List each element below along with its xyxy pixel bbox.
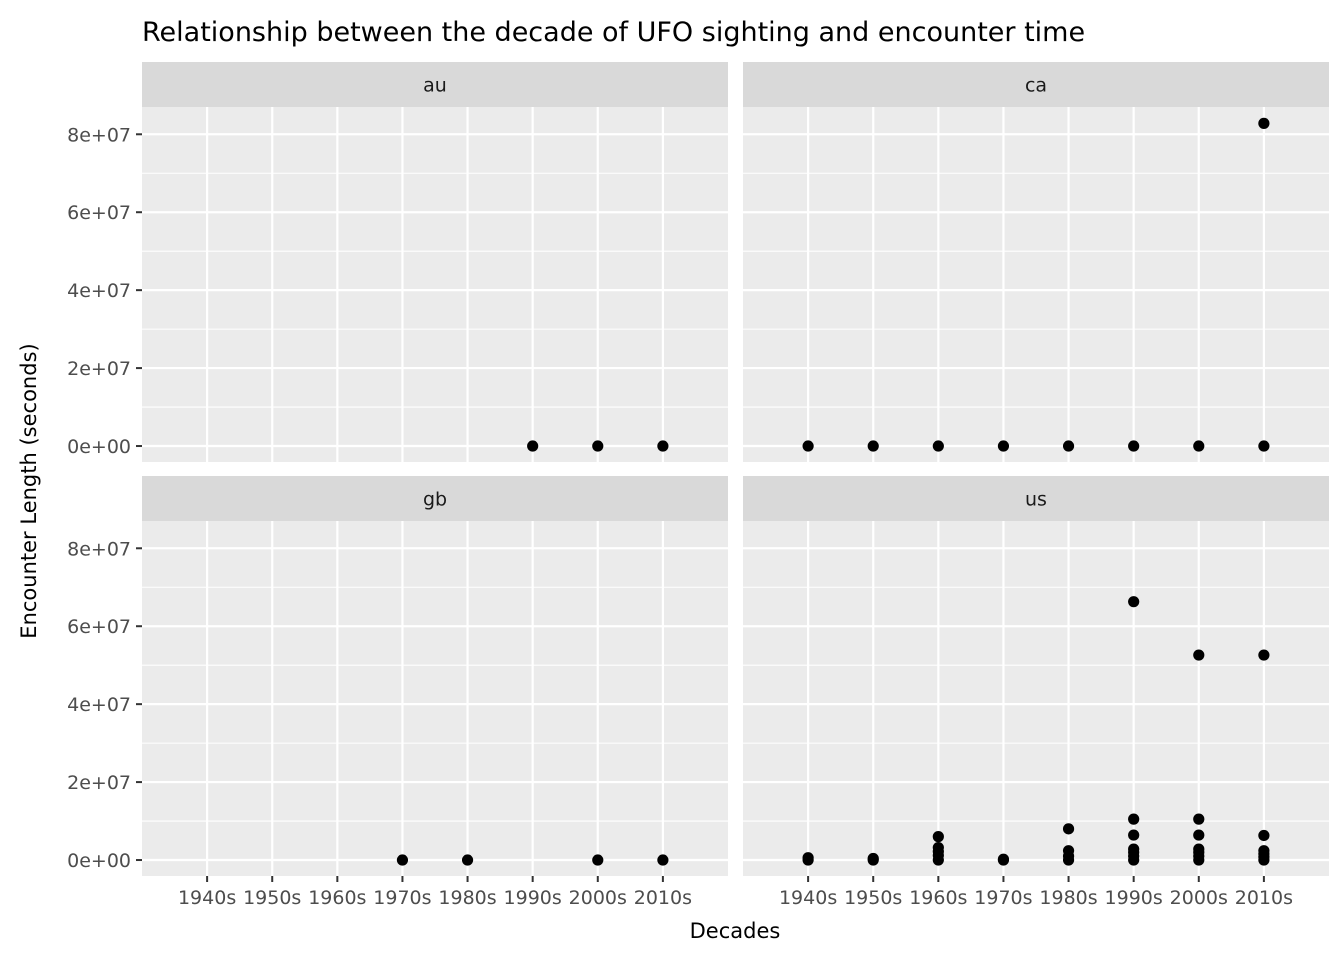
data-point <box>802 852 814 864</box>
data-point <box>1193 440 1205 452</box>
y-tick-label: 4e+07 <box>67 694 131 716</box>
chart-title: Relationship between the decade of UFO s… <box>142 17 1085 48</box>
data-point <box>1128 843 1140 855</box>
x-tick-label: 1950s <box>243 887 301 909</box>
facet-strip-label: us <box>1025 489 1047 511</box>
y-tick-label: 8e+07 <box>67 538 131 560</box>
y-tick-label: 2e+07 <box>67 358 131 380</box>
x-tick-label: 1950s <box>844 887 902 909</box>
panel-background <box>743 521 1329 876</box>
x-tick-label: 1990s <box>504 887 562 909</box>
panel-background <box>142 521 728 876</box>
data-point <box>997 853 1010 865</box>
data-point <box>1258 829 1270 842</box>
data-point <box>932 831 944 843</box>
x-tick-label: 2000s <box>1170 887 1228 909</box>
data-point <box>1062 823 1075 835</box>
data-point <box>1193 843 1205 855</box>
data-point <box>1193 829 1205 841</box>
facet-au: au 0e+00 2e+07 4e+07 6e+07 8e+07 <box>67 62 728 462</box>
data-point <box>867 440 879 452</box>
x-tick-label: 1970s <box>373 887 431 909</box>
data-point <box>657 440 669 452</box>
x-axis-title: Decades <box>690 919 781 943</box>
x-tick-label: 2010s <box>634 887 692 909</box>
x-tick-label: 2000s <box>569 887 627 909</box>
y-tick-label: 4e+07 <box>67 280 131 302</box>
y-tick-label: 8e+07 <box>67 124 131 146</box>
data-point <box>1128 440 1140 452</box>
x-tick-label: 2010s <box>1235 887 1293 909</box>
x-tick-label: 1990s <box>1105 887 1163 909</box>
facet-strip-label: gb <box>423 489 447 511</box>
facet-strip <box>743 476 1329 521</box>
panel-background <box>743 107 1329 462</box>
x-tick-label: 1970s <box>974 887 1032 909</box>
data-point <box>1258 117 1270 129</box>
facet-strip <box>142 62 728 107</box>
y-tick-label: 2e+07 <box>67 772 131 794</box>
y-tick-label: 0e+00 <box>67 436 131 458</box>
x-tick-label: 1980s <box>1039 887 1097 909</box>
data-point <box>657 854 669 866</box>
data-point <box>1193 813 1205 825</box>
data-point <box>1128 829 1140 841</box>
data-point <box>461 854 474 866</box>
y-tick-label: 0e+00 <box>67 850 131 872</box>
y-tick-label: 6e+07 <box>67 616 131 638</box>
x-tick-label: 1980s <box>438 887 496 909</box>
x-tick-label: 1960s <box>308 887 366 909</box>
facet-strip <box>743 62 1329 107</box>
data-point <box>932 440 944 452</box>
panel-background <box>142 107 728 462</box>
facet-strip <box>142 476 728 521</box>
data-point <box>1258 440 1270 452</box>
x-tick-label: 1940s <box>779 887 837 909</box>
data-point <box>527 440 539 452</box>
data-point <box>802 440 814 452</box>
y-tick-label: 6e+07 <box>67 202 131 224</box>
facet-strip-label: au <box>423 75 447 97</box>
data-point <box>1258 845 1270 857</box>
facet-us: us 1940s 1950s 1960s 1970s 1980s 1990s 2000s 201… <box>743 476 1329 909</box>
data-point <box>1258 649 1270 661</box>
facet-panels: au 0e+00 2e+07 4e+07 6e+07 8e+07 ca gb 0e+00 2e+0… <box>67 62 1329 909</box>
x-tick-label: 1940s <box>178 887 236 909</box>
x-tick-label: 1960s <box>909 887 967 909</box>
data-point <box>592 854 604 866</box>
data-point <box>932 841 944 854</box>
facet-strip-label: ca <box>1025 75 1047 97</box>
facet-gb: gb 0e+00 2e+07 4e+07 6e+07 8e+07 1940s 1950s 196… <box>67 476 728 909</box>
facet-ca: ca <box>743 62 1329 462</box>
data-point <box>997 440 1010 452</box>
data-point <box>592 440 604 452</box>
data-point <box>1062 845 1075 857</box>
data-point <box>1062 440 1075 452</box>
data-point <box>1128 813 1140 825</box>
y-axis-title: Encounter Length (seconds) <box>17 343 41 638</box>
data-point <box>867 852 879 865</box>
data-point <box>396 854 409 866</box>
data-point <box>1128 596 1140 608</box>
data-point <box>1193 649 1205 661</box>
